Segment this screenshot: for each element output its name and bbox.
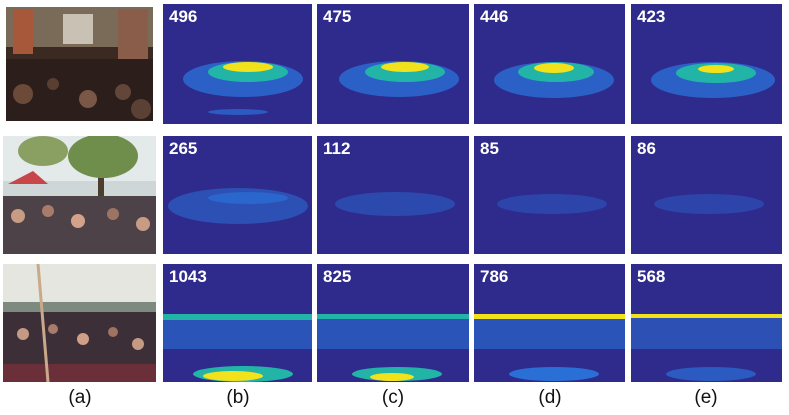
density-map-r2-d: 85 xyxy=(474,136,625,254)
column-label-b: (b) xyxy=(226,387,250,408)
heat-blob xyxy=(497,194,607,214)
density-map-r3-c: 825 xyxy=(317,264,469,382)
density-map-r1-e: 423 xyxy=(631,4,782,124)
density-map-r2-b: 265 xyxy=(163,136,312,254)
count-label: 265 xyxy=(169,139,198,158)
density-map-r3-e: 568 xyxy=(631,264,782,382)
heat-blob xyxy=(339,61,459,97)
crowd-photo-street xyxy=(3,4,156,124)
count-label: 86 xyxy=(637,139,656,158)
column-label-d: (d) xyxy=(538,387,562,408)
heat-blob xyxy=(474,314,625,381)
crowd-photo-concert-image xyxy=(3,264,156,382)
crowd-photo-park xyxy=(3,136,156,254)
crowd-photo-park-image xyxy=(3,136,156,254)
count-label: 496 xyxy=(169,7,198,26)
heat-blob xyxy=(494,62,614,98)
heat-blob xyxy=(168,188,308,224)
count-label: 1043 xyxy=(169,267,207,286)
count-label: 786 xyxy=(480,267,509,286)
count-label: 475 xyxy=(323,7,352,26)
crowd-photo-street-image xyxy=(3,4,156,124)
count-label: 112 xyxy=(323,139,351,158)
count-label: 825 xyxy=(323,267,352,286)
heat-blob xyxy=(651,62,775,98)
density-map-r3-d: 786 xyxy=(474,264,625,382)
density-map-r1-d: 446 xyxy=(474,4,625,124)
density-map-r1-b: 496 xyxy=(163,4,312,124)
heat-blob xyxy=(317,314,469,381)
density-map-r3-b: 1043 xyxy=(163,264,312,382)
density-map-r2-e: 86 xyxy=(631,136,782,254)
density-map-r2-c: 112 xyxy=(317,136,469,254)
heat-blob xyxy=(631,314,782,381)
column-label-a: (a) xyxy=(68,387,92,408)
count-label: 85 xyxy=(480,139,499,158)
count-label: 446 xyxy=(480,7,509,26)
column-label-e: (e) xyxy=(694,387,718,408)
crowd-photo-concert xyxy=(3,264,156,382)
column-label-c: (c) xyxy=(381,387,405,408)
heat-blob xyxy=(183,61,303,115)
count-label: 423 xyxy=(637,7,666,26)
heat-blob xyxy=(335,192,455,216)
heat-blob xyxy=(654,194,764,214)
count-label: 568 xyxy=(637,267,666,286)
heat-blob xyxy=(163,314,312,382)
density-map-r1-c: 475 xyxy=(317,4,469,124)
